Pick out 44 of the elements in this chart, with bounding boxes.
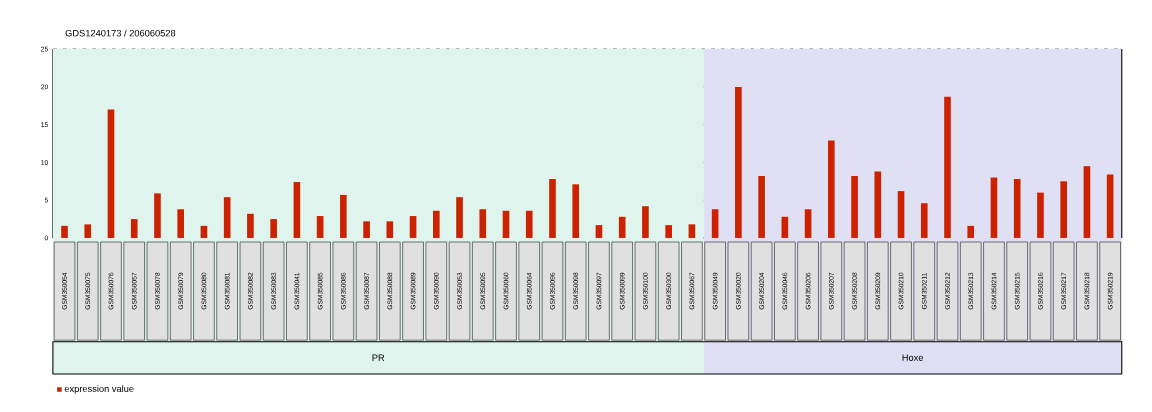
bar xyxy=(851,176,858,239)
bar xyxy=(1037,192,1044,239)
bar xyxy=(223,197,231,239)
bar xyxy=(502,210,510,239)
bar xyxy=(549,179,556,239)
bar xyxy=(293,182,301,239)
bar xyxy=(897,191,905,239)
chart-title: GDS1240173 / 206060528 xyxy=(65,29,176,37)
bar xyxy=(572,184,580,239)
bar xyxy=(1013,179,1021,239)
bar xyxy=(456,197,463,239)
bar xyxy=(84,224,92,239)
bar xyxy=(247,213,254,239)
bar xyxy=(479,209,487,239)
bar xyxy=(1060,181,1067,239)
bar xyxy=(340,195,347,239)
band-label: PR xyxy=(372,354,385,362)
bar xyxy=(595,225,603,239)
bar xyxy=(525,210,533,239)
bar xyxy=(270,219,277,239)
bar xyxy=(711,209,719,239)
bar xyxy=(177,209,185,239)
bar xyxy=(688,224,696,239)
bar xyxy=(642,206,649,239)
bar xyxy=(409,216,417,239)
bar xyxy=(316,216,324,239)
band-label: Hoxe xyxy=(902,354,924,362)
bar xyxy=(200,226,208,239)
bar xyxy=(154,193,161,239)
bar xyxy=(618,216,626,239)
bar xyxy=(665,225,672,239)
bar xyxy=(920,203,928,239)
bar xyxy=(386,221,394,239)
bar xyxy=(363,221,370,239)
bar xyxy=(967,226,975,239)
legend-label: expression value xyxy=(64,385,134,394)
bar xyxy=(990,177,998,239)
bar xyxy=(432,210,440,239)
bar xyxy=(61,226,68,239)
bar xyxy=(781,216,789,239)
bar xyxy=(130,219,138,239)
bar xyxy=(758,176,765,239)
bar xyxy=(1106,174,1114,239)
bar xyxy=(804,209,812,239)
